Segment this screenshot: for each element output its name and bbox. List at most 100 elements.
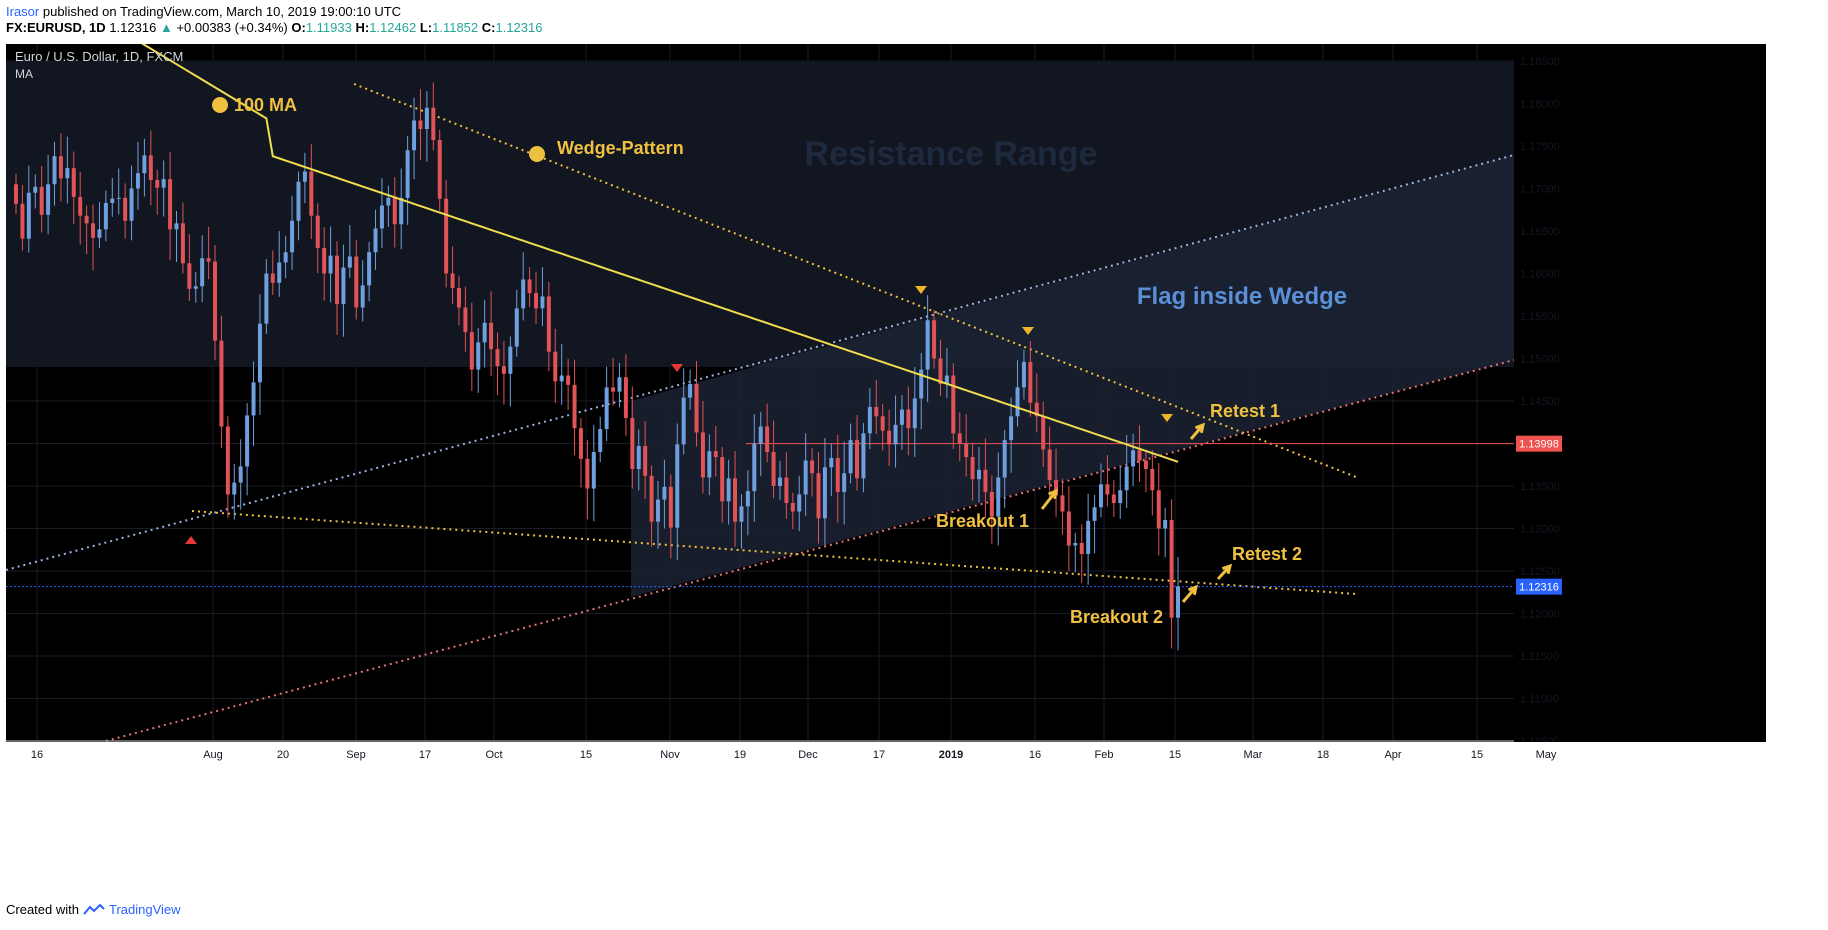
- candle-body: [290, 220, 295, 253]
- candle-body: [373, 228, 378, 253]
- candle-body: [925, 320, 930, 370]
- candle-body: [33, 186, 38, 193]
- candle-body: [302, 171, 307, 182]
- price-tag: [1516, 435, 1562, 452]
- x-tick-label: Mar: [1244, 749, 1263, 761]
- low-value: 1.11852: [432, 20, 479, 35]
- candle-body: [944, 375, 949, 384]
- candle-body: [392, 197, 397, 225]
- x-tick-label: 18: [1317, 749, 1329, 761]
- annotation-label: Flag inside Wedge: [1137, 283, 1347, 310]
- candle-body: [26, 192, 31, 239]
- candle-body: [649, 475, 654, 522]
- candle-body: [193, 286, 198, 289]
- candle-body: [347, 256, 352, 268]
- x-tick-label: 17: [873, 749, 885, 761]
- price-tag: [1516, 578, 1562, 595]
- x-tick-label: Feb: [1095, 749, 1114, 761]
- wedge-label-dot-icon: [529, 146, 545, 162]
- candle-body: [424, 107, 429, 129]
- candle-body: [431, 107, 436, 141]
- candle-body: [161, 179, 166, 188]
- candle-body: [1105, 484, 1110, 495]
- candles: [14, 82, 1181, 651]
- candle-body: [58, 156, 63, 179]
- y-tick-label: 1.18500: [1520, 56, 1560, 68]
- candle-body: [893, 424, 898, 445]
- candle-body: [707, 451, 712, 478]
- candle-body: [1073, 542, 1078, 546]
- candle-body: [643, 446, 648, 476]
- y-tick-label: 1.12000: [1520, 609, 1560, 621]
- arrow-head-icon: [1194, 422, 1206, 434]
- tradingview-logo-icon: [83, 903, 105, 915]
- x-tick-label: Sep: [346, 749, 366, 761]
- y-tick-label: 1.13500: [1520, 481, 1560, 493]
- candle-body: [1163, 520, 1168, 529]
- candle-body: [636, 446, 641, 469]
- candle-body: [765, 426, 770, 452]
- y-tick-label: 1.18000: [1520, 99, 1560, 111]
- candle-body: [880, 416, 885, 431]
- tradingview-link[interactable]: TradingView: [108, 902, 181, 917]
- candle-body: [919, 369, 924, 399]
- top-marker-icon: [915, 286, 927, 294]
- x-tick-label: Nov: [660, 749, 680, 761]
- candle-body: [1131, 450, 1136, 467]
- candle-body: [444, 198, 449, 274]
- x-tick-label: Oct: [485, 749, 502, 761]
- candle-body: [367, 252, 372, 286]
- candle-body: [245, 415, 250, 467]
- x-tick-label: Dec: [798, 749, 818, 761]
- candle-body: [341, 267, 346, 305]
- candle-body: [238, 466, 243, 483]
- candle-body: [1143, 460, 1148, 469]
- candle-body: [97, 229, 102, 238]
- price-axis-background[interactable]: [1766, 44, 1822, 866]
- candle-body: [495, 349, 500, 367]
- candle-body: [662, 486, 667, 500]
- ma-100-line: [141, 44, 1179, 463]
- candle-body: [456, 287, 461, 308]
- candle-body: [450, 273, 455, 288]
- candle-body: [566, 375, 571, 385]
- candle-body: [1169, 520, 1174, 618]
- candle-body: [803, 460, 808, 495]
- candle-body: [168, 179, 173, 230]
- chart-area[interactable]: 100 MA Wedge-Pattern Flag inside Wedge Brea…: [6, 44, 1822, 866]
- candle-body: [399, 197, 404, 225]
- candle-body: [1079, 542, 1084, 554]
- x-tick-label: Aug: [203, 749, 223, 761]
- candle-body: [1041, 416, 1046, 450]
- candle-body: [867, 406, 872, 434]
- x-tick-label: 17: [419, 749, 431, 761]
- arrow-icon: [1040, 490, 1058, 510]
- candle-body: [611, 387, 616, 392]
- time-axis-background: [6, 742, 1822, 866]
- candle-body: [270, 273, 275, 283]
- candle-body: [771, 452, 776, 486]
- candle-body: [559, 375, 564, 382]
- candle-body: [1111, 494, 1116, 503]
- candle-body: [745, 491, 750, 507]
- author-link[interactable]: Irasor: [6, 4, 40, 19]
- candle-body: [797, 494, 802, 512]
- price-chart[interactable]: 100 MA Wedge-Pattern Flag inside Wedge Brea…: [6, 44, 1822, 866]
- candle-body: [906, 409, 911, 429]
- candle-body: [694, 384, 699, 433]
- close-value: 1.12316: [495, 20, 543, 35]
- candle-body: [335, 255, 339, 305]
- candle-body: [1009, 416, 1014, 441]
- candle-body: [951, 375, 956, 434]
- candle-body: [437, 140, 442, 199]
- candle-body: [257, 323, 262, 383]
- candle-body: [1156, 490, 1161, 529]
- candle-body: [174, 223, 179, 230]
- top-marker-icon: [1022, 327, 1034, 335]
- candle-body: [527, 279, 532, 294]
- indicator-label[interactable]: MA: [15, 67, 33, 81]
- created-with-text: Created with: [6, 902, 79, 917]
- arrow-head-icon: [1221, 563, 1233, 575]
- candle-body: [1060, 495, 1065, 512]
- candle-body: [713, 451, 718, 458]
